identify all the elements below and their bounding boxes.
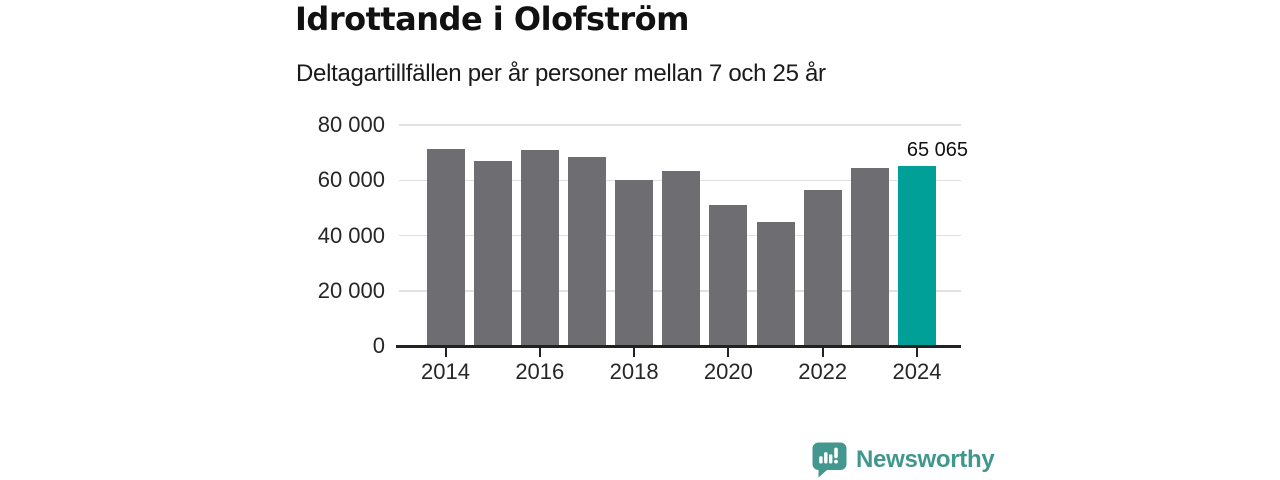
x-axis-tick-label: 2016 (515, 359, 565, 384)
x-axis-tick (444, 348, 447, 357)
bar-2015 (473, 160, 512, 346)
x-axis-tick-label: 2024 (892, 359, 942, 384)
x-axis-tick-label: 2020 (703, 359, 753, 384)
gridline-80000 (399, 124, 961, 126)
highlight-value-label: 65 065 (906, 139, 968, 161)
y-axis-tick-label: 40 000 (317, 222, 385, 248)
bar-2019 (662, 170, 701, 346)
x-axis-tick (538, 348, 541, 357)
bar-2016 (520, 150, 559, 346)
bar-2018 (615, 179, 654, 346)
bar-2014 (426, 149, 465, 346)
bar-2021 (756, 222, 795, 346)
chart-subtitle: Deltagartillfällen per år personer mella… (296, 60, 826, 87)
chart-title: Idrottande i Olofström (295, 0, 689, 38)
y-axis-tick-label: 80 000 (317, 112, 385, 137)
bar-2020 (709, 204, 748, 346)
bar-2023 (850, 167, 889, 346)
x-axis-tick (916, 348, 918, 357)
newsworthy-branding: Newsworthy (812, 442, 995, 478)
newsworthy-logo-icon (812, 442, 847, 478)
x-axis-tick (821, 348, 824, 357)
bar-2022 (803, 189, 842, 346)
bar-2024 (898, 166, 936, 346)
x-axis-tick-label: 2018 (609, 359, 659, 384)
x-axis-tick-label: 2014 (421, 359, 470, 384)
y-axis-tick-label: 60 000 (317, 167, 385, 193)
newsworthy-wordmark: Newsworthy (856, 446, 995, 473)
y-axis-tick-label: 0 (372, 333, 385, 358)
bar-2017 (567, 157, 606, 346)
y-axis-tick-label: 20 000 (317, 277, 385, 303)
x-axis-tick-label: 2022 (798, 359, 848, 384)
x-axis-line (396, 345, 961, 348)
x-axis-tick (633, 348, 636, 357)
x-axis-tick (727, 348, 730, 357)
